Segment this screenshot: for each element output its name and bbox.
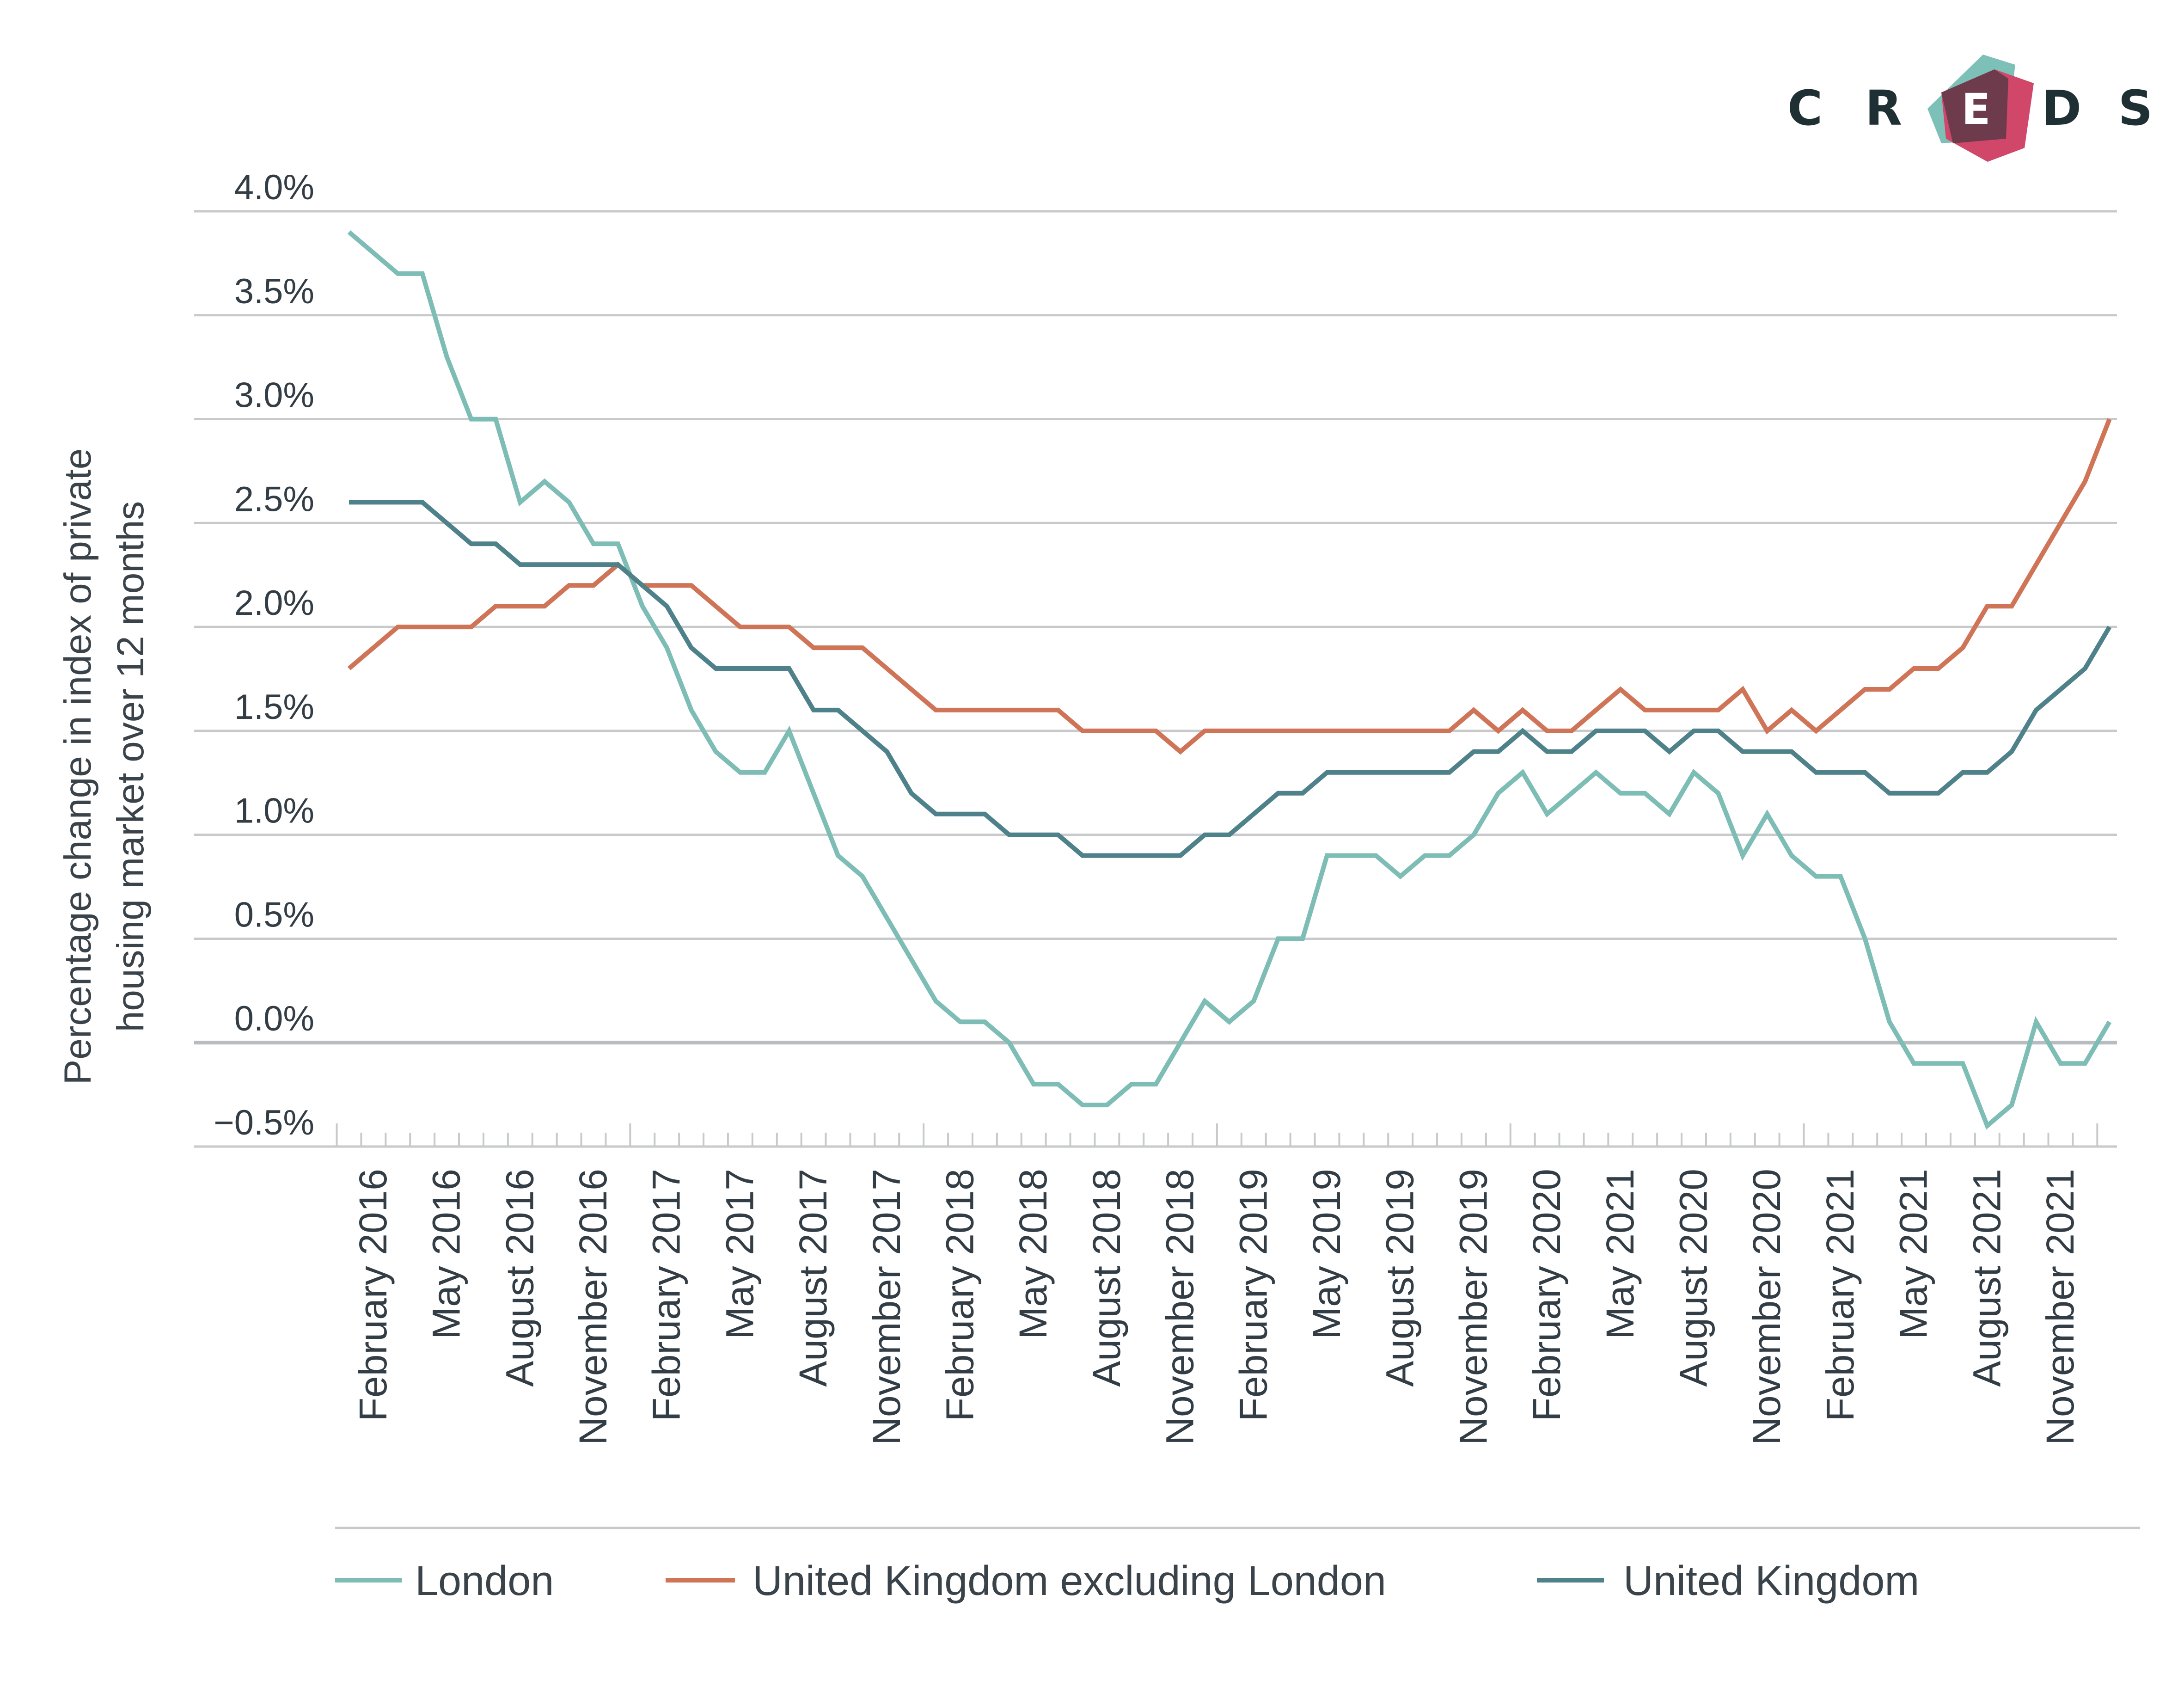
y-tick-label: 3.0% xyxy=(234,376,314,415)
logo-letter-e: E xyxy=(1962,85,1991,134)
x-tick-label: November 2020 xyxy=(1745,1169,1788,1445)
x-tick-label: February 2018 xyxy=(938,1169,982,1421)
logo-letter-d: D xyxy=(2042,80,2081,136)
y-tick-label: 2.0% xyxy=(234,583,314,623)
x-tick-label: May 2018 xyxy=(1011,1169,1055,1339)
x-tick-label: August 2016 xyxy=(498,1169,541,1387)
y-tick-label: 2.5% xyxy=(234,479,314,519)
logo-letter-r: R xyxy=(1865,80,1902,136)
y-tick-label: 4.0% xyxy=(234,168,314,207)
x-tick-label: February 2019 xyxy=(1231,1169,1275,1421)
x-tick-label: November 2021 xyxy=(2038,1169,2082,1445)
y-tick-label: 0.0% xyxy=(234,999,314,1038)
logo-letter-c: C xyxy=(1787,80,1823,136)
x-tick-label: May 2021 xyxy=(1598,1169,1642,1339)
y-tick-label: 1.5% xyxy=(234,687,314,727)
x-tick-label: November 2017 xyxy=(865,1169,908,1445)
legend: London United Kingdom excluding London U… xyxy=(335,1558,1919,1604)
x-tick-label: August 2021 xyxy=(1965,1169,2008,1387)
x-axis: February 2016 May 2016 August 2016 November… xyxy=(336,1123,2098,1445)
logo-letter-s: S xyxy=(2118,80,2153,136)
x-tick-label: May 2016 xyxy=(425,1169,468,1339)
x-tick-label: May 2019 xyxy=(1305,1169,1348,1339)
x-tick-label: August 2020 xyxy=(1672,1169,1715,1387)
y-tick-label: 3.5% xyxy=(234,272,314,311)
gridlines xyxy=(194,210,2117,1148)
x-tick-label: August 2018 xyxy=(1085,1169,1128,1387)
legend-label-uk: United Kingdom xyxy=(1623,1558,1919,1604)
creds-logo: C R E D S xyxy=(1787,55,2153,162)
x-tick-label: February 2021 xyxy=(1818,1169,1862,1421)
x-tick-label: February 2020 xyxy=(1525,1169,1568,1421)
x-tick-label: February 2017 xyxy=(645,1169,688,1421)
legend-item-london: London xyxy=(335,1558,554,1604)
legend-item-uk-ex-london: United Kingdom excluding London xyxy=(666,1558,1386,1604)
series-line-london xyxy=(347,230,2112,1130)
x-tick-label: August 2019 xyxy=(1378,1169,1422,1387)
y-axis-label-line-2: housing market over 12 months xyxy=(110,501,152,1032)
y-tick-label: −0.5% xyxy=(214,1103,314,1142)
y-tick-label: 0.5% xyxy=(234,895,314,934)
x-tick-label: May 2021 xyxy=(1892,1169,1935,1339)
x-tick-label: November 2019 xyxy=(1451,1169,1495,1445)
y-axis-label-line-1: Percentage change in index of private xyxy=(57,448,99,1085)
legend-label-london: London xyxy=(415,1558,554,1604)
logo-mark: E xyxy=(1927,55,2034,162)
x-tick-label: February 2016 xyxy=(351,1169,395,1421)
legend-item-uk: United Kingdom xyxy=(1537,1558,1919,1604)
x-tick-label: November 2018 xyxy=(1158,1169,1202,1445)
series-line-uk xyxy=(349,500,2112,858)
series-lines xyxy=(347,230,2112,1130)
x-tick-label: November 2016 xyxy=(571,1169,615,1445)
x-tick-label: May 2017 xyxy=(718,1169,761,1339)
logo-shape-dark xyxy=(1941,69,2008,143)
series-line-uk_ex_london xyxy=(347,418,2112,755)
x-tick-label: August 2017 xyxy=(791,1169,835,1387)
legend-label-uk-ex-london: United Kingdom excluding London xyxy=(752,1558,1386,1604)
y-axis-ticks: −0.5% 0.0% 0.5% 1.0% 1.5% 2.0% 2.5% 3.0% 3.5% 4.0… xyxy=(214,168,314,1142)
y-tick-label: 1.0% xyxy=(234,791,314,831)
